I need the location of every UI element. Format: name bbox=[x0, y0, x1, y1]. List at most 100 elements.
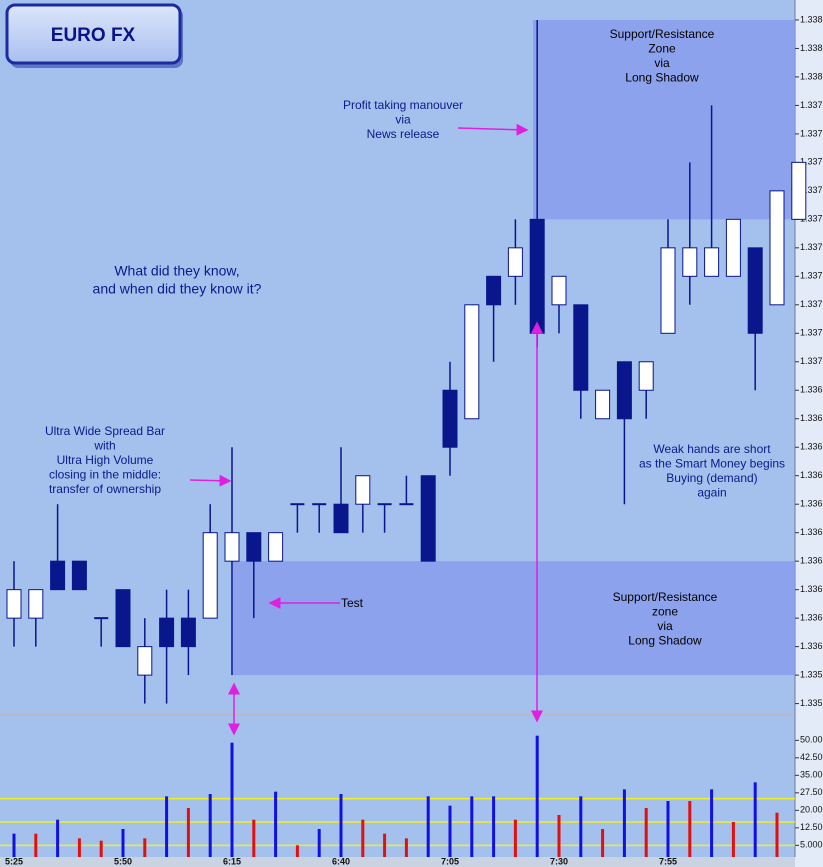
candle-body bbox=[420, 475, 436, 562]
candle-body bbox=[551, 275, 567, 306]
y-tick-label: 1.337 bbox=[800, 271, 823, 281]
y-tick-label: 5.000 bbox=[800, 840, 823, 850]
annotation: via bbox=[395, 113, 411, 127]
y-tick-label: 1.337 bbox=[800, 157, 823, 167]
y-tick-label: 1.336 bbox=[800, 413, 823, 423]
y-tick-label: 1.338 bbox=[800, 14, 823, 24]
annotation: as the Smart Money begins bbox=[639, 457, 785, 471]
zone-label: Long Shadow bbox=[628, 634, 702, 648]
candle-body bbox=[246, 532, 262, 562]
annotation: Ultra Wide Spread Bar bbox=[45, 424, 165, 438]
annotation: again bbox=[697, 486, 726, 500]
annotation: with bbox=[93, 439, 115, 453]
y-tick-label: 1.337 bbox=[800, 128, 823, 138]
candle-body bbox=[202, 532, 218, 619]
y-tick-label: 1.337 bbox=[800, 356, 823, 366]
candle-body bbox=[355, 475, 371, 505]
volume-bar bbox=[622, 789, 626, 857]
y-tick-label: 20.00 bbox=[800, 805, 823, 815]
axis-background bbox=[795, 0, 823, 867]
annotation: transfer of ownership bbox=[49, 482, 161, 496]
candle-body bbox=[638, 361, 654, 391]
volume-bar bbox=[448, 805, 452, 857]
zone-label: Support/Resistance bbox=[610, 27, 715, 41]
y-tick-label: 27.50 bbox=[800, 787, 823, 797]
zone-label: via bbox=[657, 619, 673, 633]
volume-bar bbox=[470, 796, 474, 857]
volume-bar bbox=[710, 789, 714, 857]
volume-bar bbox=[56, 819, 60, 857]
candle-body bbox=[464, 304, 480, 420]
volume-bar bbox=[77, 838, 81, 857]
y-tick-label: 35.00 bbox=[800, 770, 823, 780]
candle-body bbox=[6, 589, 22, 619]
volume-bar bbox=[666, 801, 670, 857]
candle-body bbox=[529, 218, 545, 334]
volume-bar bbox=[274, 791, 278, 857]
zone-label: Long Shadow bbox=[625, 71, 699, 85]
zone bbox=[533, 19, 795, 220]
volume-bar bbox=[295, 845, 299, 857]
candle-body bbox=[682, 247, 698, 277]
y-tick-label: 1.335 bbox=[800, 669, 823, 679]
y-tick-label: 1.336 bbox=[800, 641, 823, 651]
y-tick-label: 1.336 bbox=[800, 499, 823, 509]
volume-bar bbox=[383, 833, 387, 857]
volume-bar bbox=[557, 815, 561, 857]
y-tick-label: 1.336 bbox=[800, 613, 823, 623]
annotation: News release bbox=[367, 127, 440, 141]
volume-bar bbox=[644, 808, 648, 857]
candle-body bbox=[725, 218, 741, 277]
volume-bar bbox=[731, 822, 735, 857]
candle-body bbox=[268, 532, 284, 562]
y-tick-label: 1.337 bbox=[800, 299, 823, 309]
annotation: and when did they know it? bbox=[93, 281, 262, 297]
x-tick-label: 6:15 bbox=[223, 856, 241, 866]
volume-bar bbox=[165, 796, 169, 857]
volume-bar bbox=[339, 794, 343, 857]
candle-body bbox=[159, 617, 175, 648]
y-tick-label: 1.336 bbox=[800, 442, 823, 452]
zone-label: Support/Resistance bbox=[613, 590, 718, 604]
y-tick-label: 1.337 bbox=[800, 328, 823, 338]
candle-body bbox=[486, 275, 502, 306]
candle-body bbox=[442, 389, 458, 448]
candle-body bbox=[747, 247, 763, 334]
zone-label: via bbox=[654, 56, 670, 70]
volume-bar bbox=[513, 819, 517, 857]
volume-bar bbox=[688, 801, 692, 857]
candle-body bbox=[595, 389, 611, 420]
y-tick-label: 1.335 bbox=[800, 698, 823, 708]
candle-body bbox=[137, 646, 153, 676]
annotation: What did they know, bbox=[114, 263, 239, 279]
y-tick-label: 1.337 bbox=[800, 100, 823, 110]
x-tick-label: 5:25 bbox=[5, 856, 23, 866]
volume-bar bbox=[579, 796, 583, 857]
candle-body bbox=[224, 532, 240, 562]
y-tick-label: 42.50 bbox=[800, 752, 823, 762]
candle-body bbox=[50, 560, 66, 591]
candle-body bbox=[180, 617, 196, 648]
candle-body bbox=[704, 247, 720, 277]
x-tick-label: 7:30 bbox=[550, 856, 568, 866]
volume-bar bbox=[121, 829, 125, 857]
volume-bar bbox=[34, 833, 38, 857]
x-tick-label: 5:50 bbox=[114, 856, 132, 866]
candle-body bbox=[28, 589, 44, 619]
y-tick-label: 50.00 bbox=[800, 735, 823, 745]
candle-body bbox=[616, 361, 632, 420]
zone bbox=[233, 561, 795, 676]
candle-body bbox=[791, 161, 807, 220]
arrow bbox=[457, 123, 529, 136]
annotation: Ultra High Volume bbox=[57, 453, 154, 467]
volume-bar bbox=[361, 819, 365, 857]
y-tick-label: 1.336 bbox=[800, 584, 823, 594]
annotation: closing in the middle: bbox=[49, 468, 161, 482]
x-tick-label: 6:40 bbox=[332, 856, 350, 866]
volume-bar bbox=[230, 742, 234, 857]
arrows bbox=[189, 123, 543, 736]
arrow bbox=[189, 474, 232, 487]
y-tick-label: 1.336 bbox=[800, 556, 823, 566]
